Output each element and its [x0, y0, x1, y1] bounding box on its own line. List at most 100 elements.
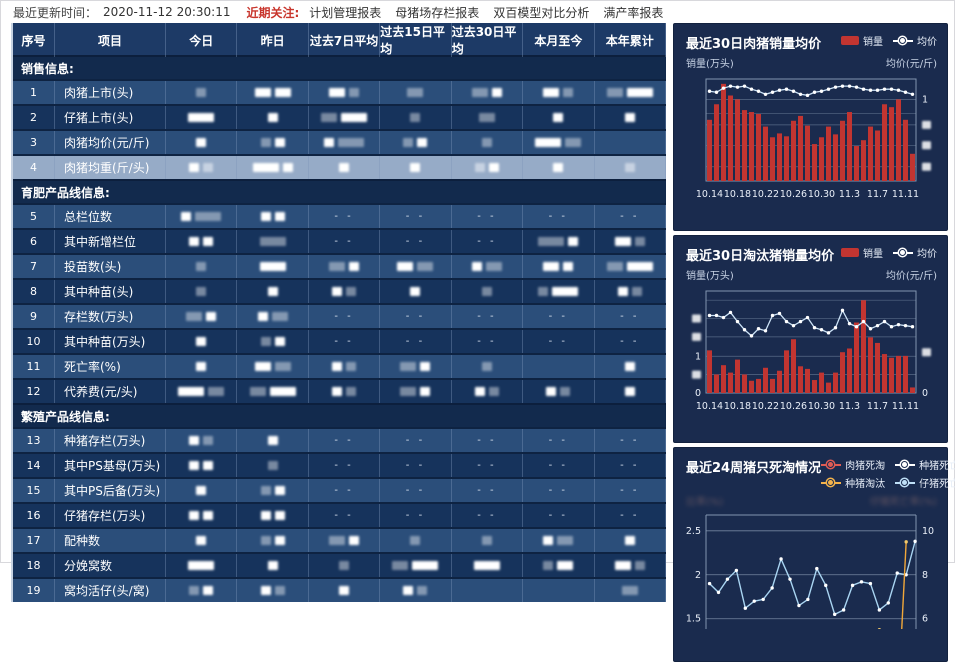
- data-cell: [237, 579, 309, 602]
- redacted-value: [485, 262, 502, 271]
- table-row[interactable]: 15 其中PS后备(万头) - - - - - - - - - -: [13, 477, 666, 502]
- redacted-dash: - -: [334, 336, 354, 347]
- death-cull-chart: 2.5 10 2 8 1.5 6: [685, 514, 934, 629]
- svg-text:2.5: 2.5: [685, 526, 700, 537]
- table-row[interactable]: 18 分娩窝数: [13, 552, 666, 577]
- svg-text:1: 1: [694, 351, 700, 362]
- focus-link[interactable]: 双百模型对比分析: [493, 5, 590, 20]
- redacted-value: [329, 262, 346, 271]
- redacted-value: [474, 163, 485, 172]
- redacted-value: [267, 113, 278, 122]
- redacted-dash: - -: [620, 311, 640, 322]
- legend-item-种猪淘汰[interactable]: 种猪淘汰: [821, 475, 885, 490]
- legend-item-销量[interactable]: 销量: [841, 33, 883, 48]
- data-cell: - -: [309, 479, 381, 502]
- table-row[interactable]: 11 死亡率(%): [13, 353, 666, 378]
- svg-text:10.22: 10.22: [751, 401, 778, 412]
- data-cell: - -: [380, 230, 452, 253]
- data-cell: [309, 156, 381, 179]
- focus-link[interactable]: 满产率报表: [603, 5, 664, 20]
- redacted-value: [410, 536, 421, 545]
- row-label: 肉猪上市(头): [55, 81, 166, 104]
- data-cell: [523, 131, 595, 154]
- data-cell: [166, 280, 238, 303]
- data-cell: [452, 355, 524, 378]
- redacted-value: [181, 212, 192, 221]
- chart-card-pig-sales: 最近30日肉猪销量均价 销量 均价 销量(万头) 均价(元/斤) 10.14 10.…: [673, 23, 948, 231]
- table-row[interactable]: 2 仔猪上市(头): [13, 104, 666, 129]
- redacted-value: [249, 387, 266, 396]
- legend-item-销量[interactable]: 销量: [841, 245, 883, 260]
- table-row[interactable]: 1 肉猪上市(头): [13, 79, 666, 104]
- data-cell: [237, 355, 309, 378]
- legend-item-均价[interactable]: 均价: [893, 245, 937, 260]
- redacted-value: [274, 212, 285, 221]
- table-row[interactable]: 16 仔猪存栏(万头) - - - - - - - - - -: [13, 502, 666, 527]
- svg-text:0: 0: [694, 388, 700, 399]
- table-row[interactable]: 5 总栏位数 - - - - - - - - - -: [13, 203, 666, 228]
- table-row[interactable]: 19 窝均活仔(头/窝): [13, 577, 666, 602]
- data-cell: [595, 131, 666, 154]
- redacted-dash: - -: [477, 211, 497, 222]
- table-row[interactable]: 17 配种数: [13, 527, 666, 552]
- table-row[interactable]: 13 种猪存栏(万头) - - - - - - - - - -: [13, 427, 666, 452]
- redacted-value: [269, 387, 296, 396]
- pig-sales-chart: 10.14 10.18 10.22 10.26 10.30 11.3 11.7 11.11 1: [695, 78, 931, 200]
- data-cell: [595, 156, 666, 179]
- redacted-value: [188, 561, 215, 570]
- redacted-value: [189, 461, 200, 470]
- data-cell: - -: [452, 479, 524, 502]
- row-number: 6: [13, 230, 55, 253]
- data-cell: - -: [309, 205, 381, 228]
- redacted-value: [552, 287, 579, 296]
- redacted-value: [420, 362, 431, 371]
- chart-legend[interactable]: 销量 均价: [841, 245, 937, 260]
- row-number: 1: [13, 81, 55, 104]
- focus-link[interactable]: 母猪场存栏报表: [395, 5, 480, 20]
- column-header: 过去7日平均: [309, 23, 381, 57]
- row-label: 其中PS基母(万头): [55, 454, 166, 477]
- legend-item-种猪死亡[interactable]: 种猪死亡: [895, 457, 955, 472]
- legend-item-均价[interactable]: 均价: [893, 33, 937, 48]
- row-label: 种猪存栏(万头): [55, 429, 166, 452]
- redacted-value: [196, 262, 207, 271]
- data-cell: - -: [595, 479, 666, 502]
- table-row[interactable]: 9 存栏数(万头) - - - - - - - - - -: [13, 303, 666, 328]
- legend-label: 仔猪死亡: [919, 479, 955, 490]
- data-cell: - -: [523, 205, 595, 228]
- legend-item-肉猪死淘[interactable]: 肉猪死淘: [821, 457, 885, 472]
- table-row[interactable]: 6 其中新增栏位 - - - - - -: [13, 228, 666, 253]
- redacted-value: [324, 138, 335, 147]
- row-label: 死亡率(%): [55, 355, 166, 378]
- redacted-dash: - -: [620, 435, 640, 446]
- table-row[interactable]: 4 肉猪均重(斤/头): [13, 154, 666, 179]
- chart-legend[interactable]: 肉猪死淘 种猪死亡 种猪淘汰 仔猪死亡: [821, 457, 955, 490]
- redacted-value: [188, 113, 215, 122]
- data-cell: [309, 106, 381, 129]
- table-row[interactable]: 7 投苗数(头): [13, 253, 666, 278]
- row-label: 其中PS后备(万头): [55, 479, 166, 502]
- chart-legend[interactable]: 销量 均价: [841, 33, 937, 48]
- data-cell: [166, 255, 238, 278]
- legend-item-仔猪死亡[interactable]: 仔猪死亡: [895, 475, 955, 490]
- svg-text:11.11: 11.11: [891, 401, 918, 412]
- redacted-value: [252, 163, 279, 172]
- row-label: 分娩窝数: [55, 554, 166, 577]
- redacted-dash: - -: [548, 336, 569, 347]
- table-row[interactable]: 12 代养费(元/头): [13, 378, 666, 403]
- redacted-value: [543, 536, 554, 545]
- table-row[interactable]: 3 肉猪均价(元/斤): [13, 129, 666, 154]
- redacted-dash: - -: [620, 460, 640, 471]
- svg-text:11.11: 11.11: [891, 189, 918, 200]
- table-row[interactable]: 10 其中种苗(万头) - - - - - - - - - -: [13, 328, 666, 353]
- data-cell: [452, 280, 524, 303]
- redacted-value: [274, 536, 285, 545]
- line-dot-swatch-icon: [821, 460, 842, 469]
- redacted-dash: - -: [405, 435, 426, 446]
- table-row[interactable]: 8 其中种苗(头): [13, 278, 666, 303]
- svg-text:10.18: 10.18: [723, 401, 750, 412]
- focus-link[interactable]: 计划管理报表: [309, 5, 382, 20]
- table-row[interactable]: 14 其中PS基母(万头) - - - - - - - - - -: [13, 452, 666, 477]
- redacted-value: [349, 88, 360, 97]
- redacted-value: [417, 138, 428, 147]
